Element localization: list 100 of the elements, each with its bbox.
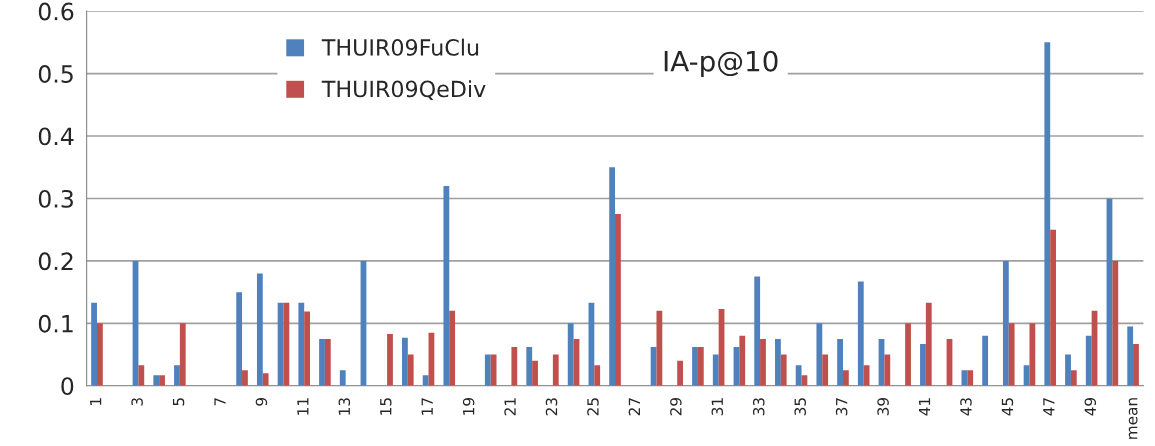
bar: [822, 354, 829, 386]
bar: [1044, 42, 1051, 386]
x-tick-label: 1: [90, 398, 102, 405]
bar: [402, 337, 408, 386]
x-tick-label: 21: [504, 398, 516, 416]
x-tick-label: 41: [918, 398, 931, 416]
bar: [775, 338, 781, 386]
bar: [615, 214, 621, 386]
x-tick-label: 17: [421, 398, 433, 415]
bar: [387, 333, 393, 386]
x-tick-label: 7: [214, 398, 226, 406]
bar: [1008, 323, 1015, 386]
x-tick-label: 43: [960, 398, 972, 416]
bar: [697, 347, 704, 386]
bar: [159, 375, 165, 386]
x-tick-label: 25: [587, 398, 599, 416]
bar: [138, 365, 145, 386]
bar: [1029, 323, 1036, 386]
x-tick-label: 39: [877, 397, 889, 416]
bar: [256, 273, 263, 386]
bar: [1002, 260, 1009, 386]
bar: [739, 335, 746, 386]
bar: [262, 373, 269, 386]
bar: [712, 354, 719, 386]
bar: [1070, 370, 1077, 386]
bar: [1112, 260, 1119, 386]
bar: [842, 370, 849, 386]
legend-label: THUIR09FuClu: [321, 38, 479, 56]
bar: [1085, 335, 1092, 386]
y-tick-label: 0.5: [38, 65, 73, 83]
bar: [760, 338, 766, 386]
bar: [925, 302, 932, 386]
bar: [656, 310, 663, 386]
bar: [837, 338, 843, 386]
bar: [490, 354, 497, 386]
bar: [677, 360, 684, 386]
bar: [594, 365, 601, 386]
bar: [304, 311, 311, 386]
bar: [920, 343, 926, 386]
bar: [816, 323, 823, 386]
bar: [449, 310, 456, 386]
text: IA-p@10: [664, 50, 778, 78]
x-tick-label: 23: [545, 398, 558, 416]
bar: [857, 281, 864, 386]
y-tick-label: 0.2: [38, 252, 73, 271]
bar: [179, 323, 186, 386]
x-tick-label: 33: [752, 398, 765, 416]
bar: [96, 323, 103, 386]
x-tick-label: mean: [1128, 398, 1138, 439]
bar: [863, 365, 870, 386]
bar: [1133, 343, 1139, 386]
x-tick-label: 35: [794, 398, 806, 416]
x-tick-label: 27: [628, 398, 640, 416]
bar: [609, 167, 616, 386]
bar: [1050, 229, 1056, 386]
bar: [795, 365, 802, 386]
bar: [407, 354, 414, 386]
bar: [511, 347, 518, 386]
x-tick-label: 49: [1084, 397, 1097, 416]
x-tick-label: 31: [711, 398, 724, 416]
bar: [552, 354, 559, 386]
bar: [884, 354, 891, 386]
bar: [526, 347, 533, 386]
y-tick-label: 0: [61, 377, 74, 396]
bar: [339, 370, 346, 386]
bar: [319, 338, 325, 386]
bar: [754, 276, 761, 386]
y-tick-label: 0.4: [38, 127, 74, 146]
x-tick-label: 11: [297, 398, 309, 415]
bar: [91, 302, 97, 386]
y-tick-label: 0.3: [38, 189, 73, 208]
x-tick-label: 29: [670, 397, 682, 416]
bar: [298, 302, 305, 386]
bar: [532, 360, 538, 386]
bar: [174, 365, 180, 386]
bar: [484, 354, 491, 386]
bar: [1065, 354, 1071, 386]
y-tick-label: 0.6: [38, 2, 74, 21]
y-tick-label: 0.1: [38, 314, 73, 333]
bar: [967, 370, 974, 386]
bar: [982, 335, 989, 386]
bar: [780, 354, 787, 386]
bar: [324, 338, 331, 386]
x-tick-label: 5: [172, 398, 185, 406]
x-tick-label: 9: [255, 397, 268, 406]
x-tick-label: 47: [1043, 398, 1055, 416]
bar: [905, 323, 911, 386]
bar: [692, 347, 698, 386]
x-tick-label: 13: [338, 398, 351, 415]
bar: [242, 370, 248, 386]
bar: [443, 185, 450, 386]
bar: [236, 292, 243, 386]
bar: [283, 302, 290, 386]
x-tick-label: 45: [1001, 398, 1014, 416]
x-tick-label: 37: [835, 398, 848, 416]
bar: [1127, 326, 1134, 386]
x-tick-label: 19: [462, 397, 475, 415]
bar: [422, 375, 429, 386]
x-tick-label: 3: [131, 398, 143, 406]
x-tick-label: 15: [380, 398, 392, 415]
